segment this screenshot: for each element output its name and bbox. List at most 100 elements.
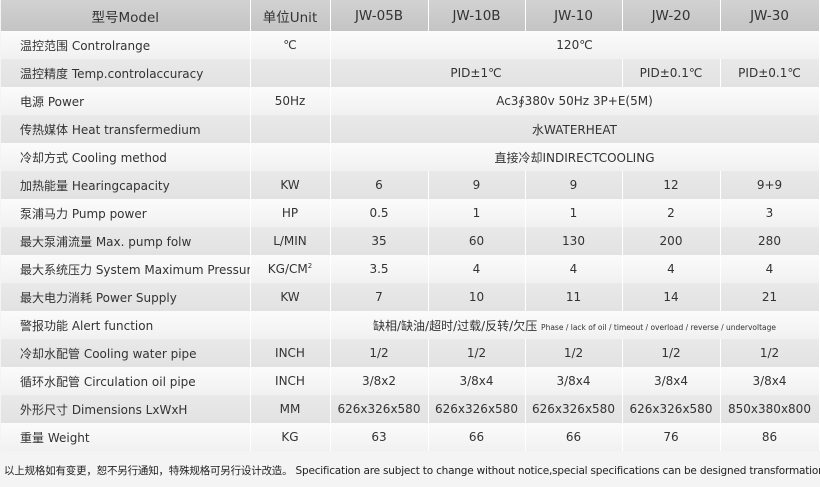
row-value: 35 [330,227,429,255]
row-value: PID±1℃ [330,59,623,87]
row-unit: INCH [250,367,331,395]
row-value: 7 [330,283,429,311]
row-alert: 警报功能 Alert function 缺相/缺油/超时/过载/反转/欠压 Ph… [1,311,820,339]
row-value: 4 [525,255,623,283]
row-pump-flow: 最大泵浦流量 Max. pump folw L/MIN 35 60 130 200 280 [1,227,820,255]
row-unit: ℃ [250,31,331,59]
row-unit: KG/CM2 [250,255,331,283]
footer-note: 以上规格如有变更，恕不另行通知，特殊规格可另行设计改造。 Specificati… [4,465,820,477]
row-value: 11 [525,283,623,311]
row-value: 626x326x580 [622,395,721,423]
row-label: 重量 Weight [1,423,251,451]
row-value: 9 [428,171,526,199]
header-jw-10: JW-10 [525,0,623,31]
row-value: 9 [525,171,623,199]
row-value: 1/2 [720,339,820,367]
row-value: 626x326x580 [428,395,526,423]
row-value: 0.5 [330,199,429,227]
row-value: 3/8x4 [720,367,820,395]
row-value: 63 [330,423,429,451]
row-value: 14 [622,283,721,311]
row-unit: KG [250,423,331,451]
row-unit: INCH [250,339,331,367]
row-value: Ac3∮380v 50Hz 3P+E(5M) [330,87,820,115]
row-label: 外形尺寸 Dimensions LxWxH [1,395,251,423]
row-unit [250,59,331,87]
row-label: 最大电力消耗 Power Supply [1,283,251,311]
header-unit: 单位Unit [250,0,331,31]
row-label: 警报功能 Alert function [1,311,251,339]
row-value: 1/2 [428,339,526,367]
row-value: 280 [720,227,820,255]
header-jw-30: JW-30 [720,0,820,31]
row-value: 直接冷却INDIRECTCOOLING [330,143,820,171]
row-value: 9+9 [720,171,820,199]
row-unit: MM [250,395,331,423]
row-oil-pipe: 循环水配管 Circulation oil pipe INCH 3/8x2 3/8x4… [1,367,820,395]
row-value: 1/2 [622,339,721,367]
row-unit: HP [250,199,331,227]
header-jw-20: JW-20 [622,0,721,31]
row-value: 626x326x580 [330,395,429,423]
row-control-range: 温控范围 Controlrange ℃ 120℃ [1,31,820,59]
row-value: 66 [525,423,623,451]
row-cooling: 冷却方式 Cooling method 直接冷却INDIRECTCOOLING [1,143,820,171]
row-value: 130 [525,227,623,255]
row-unit: KW [250,171,331,199]
row-label: 温控范围 Controlrange [1,31,251,59]
row-heat-medium: 传热媒体 Heat transfermedium 水WATERHEAT [1,115,820,143]
row-label: 最大系统压力 System Maximum Pressure [1,255,251,283]
row-label: 循环水配管 Circulation oil pipe [1,367,251,395]
row-value: 626x326x580 [525,395,623,423]
row-power: 电源 Power 50Hz Ac3∮380v 50Hz 3P+E(5M) [1,87,820,115]
header-model: 型号Model [1,0,251,31]
row-accuracy: 温控精度 Temp.controlaccuracy PID±1℃ PID±0.1… [1,59,820,87]
row-value: 3/8x4 [525,367,623,395]
row-unit [250,143,331,171]
unit-text: KG/CM [267,262,308,276]
row-unit [250,311,331,339]
row-value: 76 [622,423,721,451]
row-value: 水WATERHEAT [330,115,820,143]
row-value: 4 [720,255,820,283]
row-value: PID±0.1℃ [720,59,820,87]
row-value: 21 [720,283,820,311]
row-value: 3/8x2 [330,367,429,395]
row-value: 3 [720,199,820,227]
row-value: 86 [720,423,820,451]
row-weight: 重量 Weight KG 63 66 66 76 86 [1,423,820,451]
row-label: 电源 Power [1,87,251,115]
row-heating: 加热能量 Hearingcapacity KW 6 9 9 12 9+9 [1,171,820,199]
row-value: 66 [428,423,526,451]
spec-table: 型号Model 单位Unit JW-05B JW-10B JW-10 JW-20… [1,0,820,451]
row-label: 最大泵浦流量 Max. pump folw [1,227,251,255]
row-value: 60 [428,227,526,255]
row-label: 冷却方式 Cooling method [1,143,251,171]
row-value: 1/2 [525,339,623,367]
alert-cn: 缺相/缺油/超时/过载/反转/欠压 [373,318,538,333]
row-cooling-pipe: 冷却水配管 Cooling water pipe INCH 1/2 1/2 1/2 1/2… [1,339,820,367]
row-value: 10 [428,283,526,311]
row-label: 加热能量 Hearingcapacity [1,171,251,199]
row-supply: 最大电力消耗 Power Supply KW 7 10 11 14 21 [1,283,820,311]
header-row: 型号Model 单位Unit JW-05B JW-10B JW-10 JW-20… [1,0,820,31]
row-pressure: 最大系统压力 System Maximum Pressure KG/CM2 3.… [1,255,820,283]
header-jw-10b: JW-10B [428,0,526,31]
header-jw-05b: JW-05B [330,0,429,31]
row-value: PID±0.1℃ [622,59,721,87]
row-unit [250,115,331,143]
row-value: 120℃ [330,31,820,59]
row-value: 200 [622,227,721,255]
row-value: 缺相/缺油/超时/过载/反转/欠压 Phase / lack of oil / … [330,311,820,339]
row-label: 温控精度 Temp.controlaccuracy [1,59,251,87]
row-unit: 50Hz [250,87,331,115]
row-dimensions: 外形尺寸 Dimensions LxWxH MM 626x326x580 626x32… [1,395,820,423]
row-value: 3/8x4 [428,367,526,395]
row-label: 传热媒体 Heat transfermedium [1,115,251,143]
row-value: 1 [525,199,623,227]
row-value: 1/2 [330,339,429,367]
alert-en: Phase / lack of oil / timeout / overload… [541,322,776,332]
row-value: 4 [622,255,721,283]
row-value: 850x380x800 [720,395,820,423]
row-unit: KW [250,283,331,311]
